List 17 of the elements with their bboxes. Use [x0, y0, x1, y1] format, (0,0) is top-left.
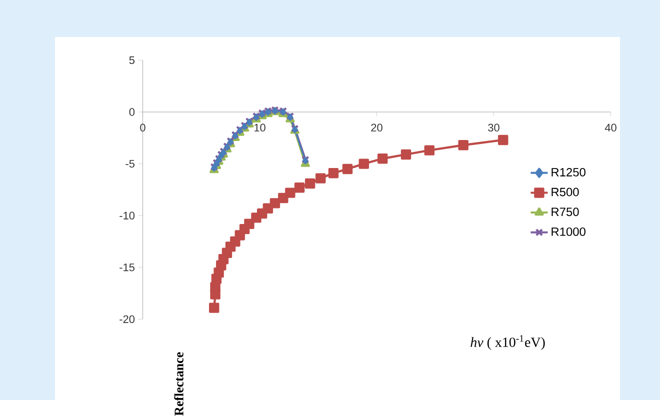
x-tick-label: 20 [371, 124, 382, 132]
y-tick-label: -10 [120, 212, 135, 220]
x-axis-title: hν ( x10$^{-1}$eV) [470, 335, 545, 350]
y-tick-label: -20 [120, 315, 135, 323]
legend-label: R1250 [552, 168, 586, 176]
x-tick-label: 10 [254, 124, 266, 132]
y-tick-label: -5 [126, 160, 134, 168]
legend-label: R1000 [552, 227, 586, 236]
y-tick-label: 5 [129, 56, 134, 64]
x-tick-label: 30 [488, 124, 500, 132]
x-tick-label: 0 [140, 124, 146, 132]
y-tick-label: -15 [120, 263, 134, 272]
legend-label: R750 [552, 208, 579, 216]
x-tick-label: 40 [604, 124, 616, 132]
y-axis-title: Reflectance [174, 352, 184, 416]
y-tick-label: 0 [129, 108, 135, 116]
legend-label: R500 [552, 188, 579, 196]
